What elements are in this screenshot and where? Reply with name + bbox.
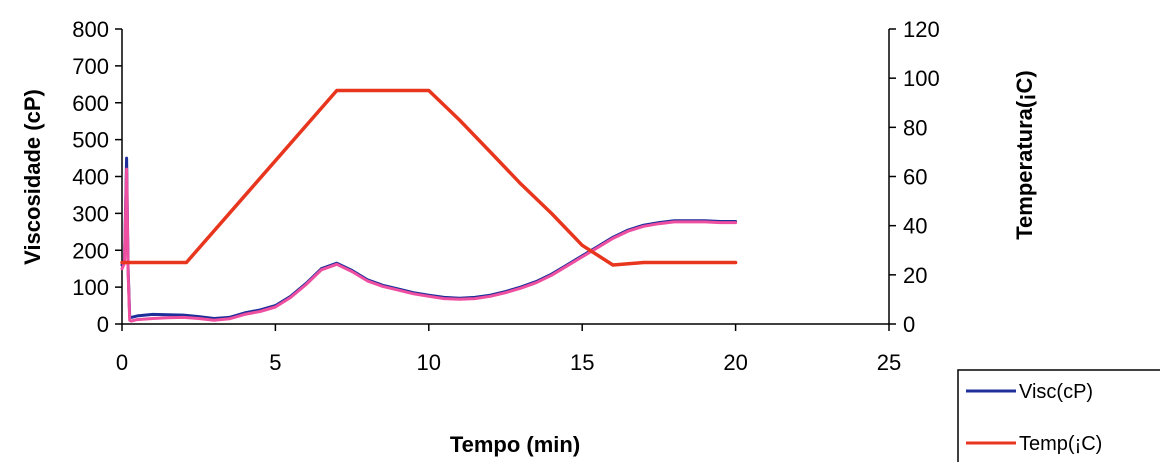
x-axis-title: Tempo (min) xyxy=(450,432,580,457)
y-axis-title: Viscosidade (cP) xyxy=(20,89,45,265)
y-tick-label: 300 xyxy=(72,201,109,226)
y2-tick-label: 0 xyxy=(903,312,915,337)
legend-label-temp: Temp(¡C) xyxy=(1019,433,1102,455)
y-tick-label: 500 xyxy=(72,128,109,153)
x-tick-label: 0 xyxy=(116,350,128,375)
y-axis-ticks: 0 100 200 300 400 500 600 700 800 xyxy=(72,17,122,337)
y-tick-label: 0 xyxy=(97,312,109,337)
axes xyxy=(121,29,890,325)
x-tick-label: 25 xyxy=(877,350,901,375)
y2-axis-title: Temperatura(¡C) xyxy=(1012,70,1037,240)
y-tick-label: 200 xyxy=(72,238,109,263)
x-tick-label: 15 xyxy=(570,350,594,375)
x-axis-ticks: 0 5 10 15 20 25 xyxy=(116,324,901,375)
y-tick-label: 600 xyxy=(72,91,109,116)
legend-box xyxy=(957,369,1160,462)
y-tick-label: 800 xyxy=(72,17,109,42)
y2-axis-ticks: 0 20 40 60 80 100 120 xyxy=(889,17,940,337)
y2-tick-label: 40 xyxy=(903,214,927,239)
y-tick-label: 700 xyxy=(72,54,109,79)
y2-tick-label: 120 xyxy=(903,17,940,42)
y-tick-label: 400 xyxy=(72,165,109,190)
legend: Visc(cP) Temp(¡C) xyxy=(957,369,1160,462)
series-line-0 xyxy=(120,156,738,320)
series-line-1 xyxy=(120,167,738,323)
y2-tick-label: 80 xyxy=(903,115,927,140)
series-line-2 xyxy=(120,88,738,267)
series-layer xyxy=(120,88,738,323)
x-tick-label: 20 xyxy=(723,350,747,375)
y2-tick-label: 20 xyxy=(903,263,927,288)
y2-tick-label: 100 xyxy=(903,66,940,91)
x-tick-label: 10 xyxy=(417,350,441,375)
legend-label-visc: Visc(cP) xyxy=(1019,381,1093,403)
y-tick-label: 100 xyxy=(72,275,109,300)
x-tick-label: 5 xyxy=(269,350,281,375)
y2-tick-label: 60 xyxy=(903,165,927,190)
